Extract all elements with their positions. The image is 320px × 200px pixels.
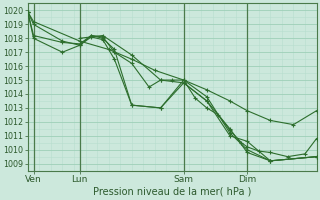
X-axis label: Pression niveau de la mer( hPa ): Pression niveau de la mer( hPa ) bbox=[93, 187, 251, 197]
